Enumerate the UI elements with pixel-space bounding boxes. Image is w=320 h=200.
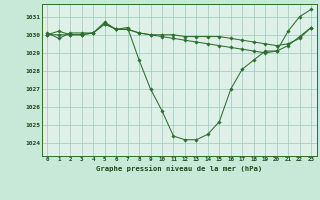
X-axis label: Graphe pression niveau de la mer (hPa): Graphe pression niveau de la mer (hPa)	[96, 165, 262, 172]
